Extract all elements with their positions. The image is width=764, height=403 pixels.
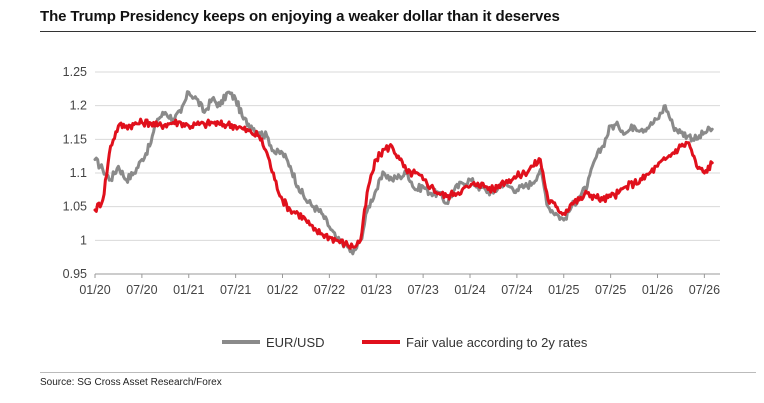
grid-lines [95, 71, 720, 241]
x-tick-label: 07/23 [407, 283, 438, 297]
series-lines [93, 90, 714, 256]
legend-item-fair-value-label: Fair value according to 2y rates [406, 335, 588, 350]
x-tick-label: 01/21 [173, 283, 204, 297]
y-tick-label: 1.1 [70, 166, 87, 180]
title-rule [40, 31, 756, 32]
x-tick-label: 01/25 [548, 283, 579, 297]
x-tick-label: 01/26 [642, 283, 673, 297]
source-note: Source: SG Cross Asset Research/Forex [40, 377, 222, 388]
x-tick-label: 07/22 [314, 283, 345, 297]
legend-item-eurusd-label: EUR/USD [266, 335, 325, 350]
series-line-fair-value [93, 117, 714, 250]
y-tick-label: 1 [80, 233, 87, 247]
chart-title: The Trump Presidency keeps on enjoying a… [40, 8, 560, 25]
footer-rule [40, 372, 756, 373]
y-tick-label: 1.25 [63, 65, 87, 79]
x-tick-label: 01/20 [79, 283, 110, 297]
x-tick-label: 01/22 [267, 283, 298, 297]
y-axis-ticks: 1.25 1.2 1.15 1.1 1.05 1 0.95 [63, 65, 87, 281]
y-tick-label: 1.2 [70, 99, 87, 113]
x-axis-ticks: 01/20 07/20 01/21 07/21 01/22 07/22 01/23 07/23… [79, 274, 720, 297]
x-tick-label: 07/21 [220, 283, 251, 297]
x-tick-label: 07/20 [126, 283, 157, 297]
x-tick-label: 07/26 [689, 283, 720, 297]
legend: EUR/USD Fair value according to 2y rates [222, 335, 588, 350]
x-tick-label: 07/24 [501, 283, 532, 297]
x-tick-label: 07/25 [595, 283, 626, 297]
series-line-eurusd [93, 90, 714, 256]
x-tick-label: 01/23 [361, 283, 392, 297]
y-tick-label: 0.95 [63, 267, 87, 281]
y-tick-label: 1.05 [63, 200, 87, 214]
y-tick-label: 1.15 [63, 132, 87, 146]
x-tick-label: 01/24 [454, 283, 485, 297]
